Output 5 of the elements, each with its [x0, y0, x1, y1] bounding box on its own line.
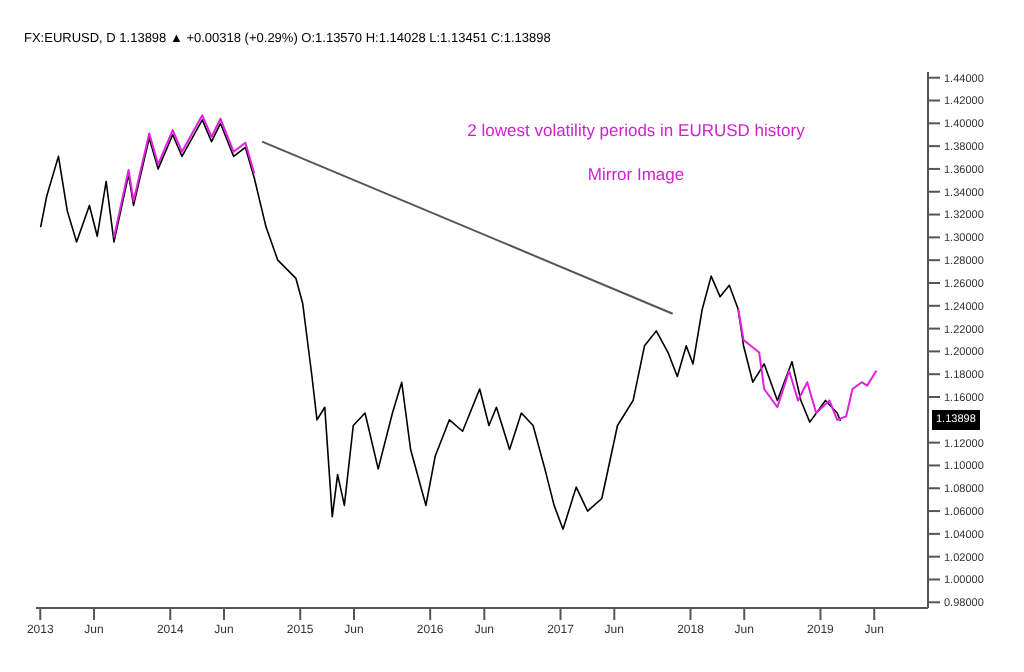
annotation: Mirror Image — [585, 164, 687, 184]
line-series — [737, 308, 878, 421]
line-series — [112, 114, 256, 239]
annotation: 2 lowest volatility periods in EURUSD history — [465, 120, 807, 140]
line-series — [39, 119, 842, 531]
